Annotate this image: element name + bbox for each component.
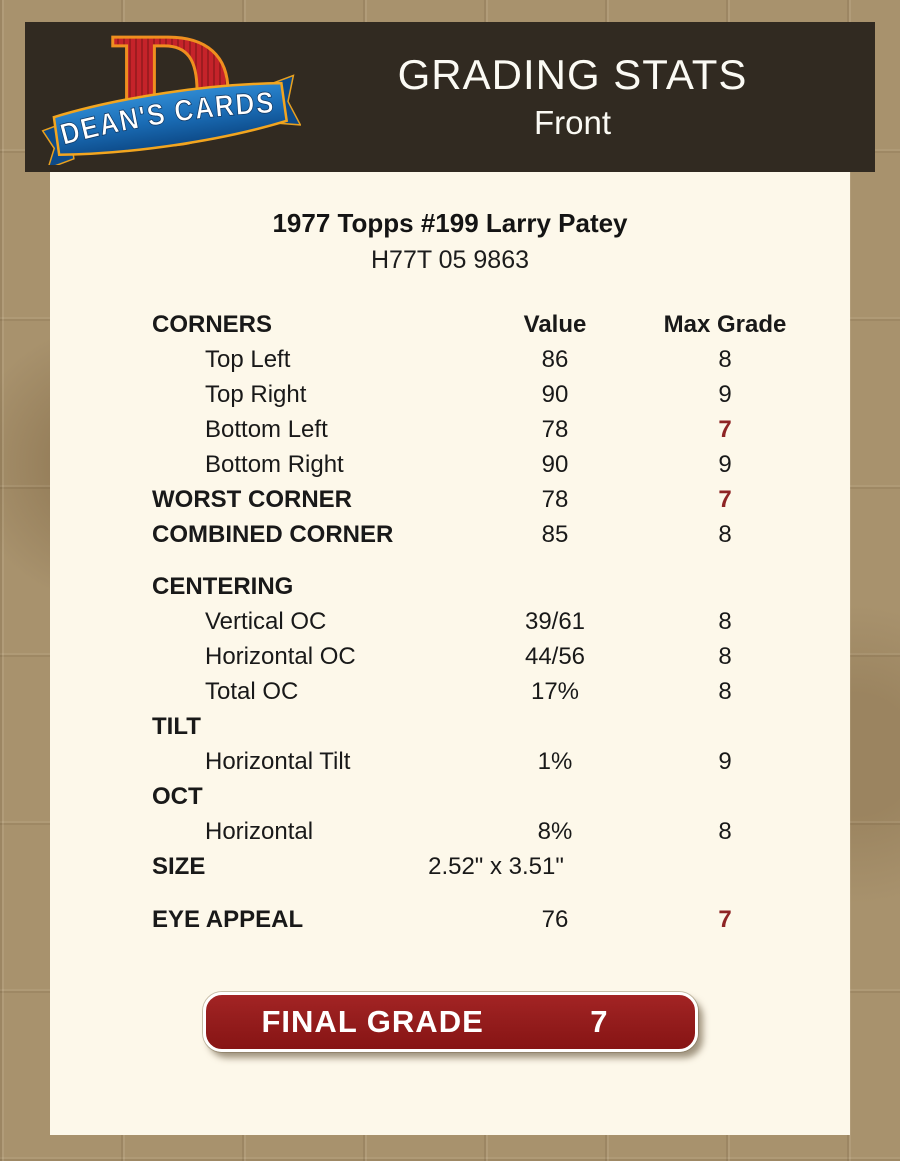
- final-grade-value: 7: [590, 1004, 609, 1039]
- table-row-bottom-right: Bottom Right 90 9: [152, 447, 820, 482]
- column-header-value: Value: [523, 311, 587, 338]
- row-value: 17%: [530, 678, 580, 705]
- table-row-horizontal-tilt: Horizontal Tilt 1% 9: [152, 744, 820, 779]
- table-section-gap: [152, 884, 820, 902]
- table-row-eye-appeal: EYE APPEAL 76 7: [152, 902, 820, 937]
- final-grade-label: FINAL GRADE: [261, 1004, 484, 1039]
- stats-table: CORNERS Value Max Grade Top Left 86 8 To…: [152, 307, 820, 937]
- final-grade-button[interactable]: FINAL GRADE 7: [202, 992, 698, 1052]
- table-row-total-oc: Total OC 17% 8: [152, 674, 820, 709]
- page-title: GRADING STATS: [397, 50, 748, 98]
- row-max-grade: [630, 709, 820, 744]
- row-label: Bottom Left: [205, 416, 328, 443]
- section-size-label: SIZE: [152, 853, 206, 880]
- row-value: 1%: [537, 748, 573, 775]
- row-max-grade: 8: [718, 608, 732, 635]
- table-row-horizontal-oc: Horizontal OC 44/56 8: [152, 639, 820, 674]
- table-row-combined-corner: COMBINED CORNER 85 8: [152, 517, 820, 552]
- table-header-row: CORNERS Value Max Grade: [152, 307, 820, 342]
- row-max-grade: 8: [718, 346, 732, 373]
- row-max-grade: 8: [718, 521, 732, 548]
- row-max-grade: 9: [718, 748, 732, 775]
- row-max-grade: 7: [718, 486, 732, 513]
- row-label: Bottom Right: [205, 451, 344, 478]
- row-value: 39/61: [524, 608, 586, 635]
- table-row-oct-horizontal: Horizontal 8% 8: [152, 814, 820, 849]
- row-max-grade: 9: [718, 451, 732, 478]
- row-label: Total OC: [205, 678, 299, 705]
- row-max-grade: 7: [718, 416, 732, 443]
- row-value: 90: [541, 381, 569, 408]
- table-row-size: SIZE 2.52" x 3.51": [152, 849, 820, 884]
- size-value: 2.52" x 3.51": [428, 853, 564, 880]
- header-titles: GRADING STATS Front: [315, 50, 875, 142]
- row-value: 78: [541, 416, 569, 443]
- page-subtitle: Front: [533, 104, 612, 142]
- row-max-grade: 8: [718, 818, 732, 845]
- row-value: [480, 779, 630, 814]
- row-value: 8%: [537, 818, 573, 845]
- table-row-oct-header: OCT: [152, 779, 820, 814]
- row-value: [480, 709, 630, 744]
- row-max-grade: [630, 569, 820, 604]
- header-bar: D DEAN'S CARDS GRADING STATS Front: [25, 22, 875, 172]
- row-max-grade: 9: [718, 381, 732, 408]
- deans-cards-logo: D DEAN'S CARDS: [25, 27, 315, 167]
- row-label: Horizontal OC: [205, 643, 356, 670]
- row-value: 86: [541, 346, 569, 373]
- section-oct-label: OCT: [152, 783, 203, 810]
- row-max-grade: [630, 779, 820, 814]
- table-row-top-right: Top Right 90 9: [152, 377, 820, 412]
- row-label: Top Right: [205, 381, 307, 408]
- table-row-vertical-oc: Vertical OC 39/61 8: [152, 604, 820, 639]
- section-centering-label: CENTERING: [152, 573, 294, 600]
- section-corners-label: CORNERS: [152, 311, 273, 338]
- row-value: [480, 569, 630, 604]
- card-title: 1977 Topps #199 Larry Patey: [272, 208, 628, 238]
- row-max-grade: 7: [718, 906, 732, 933]
- row-value: 85: [541, 521, 569, 548]
- row-label: Top Left: [205, 346, 291, 373]
- row-max-grade: 8: [718, 678, 732, 705]
- row-value: 44/56: [524, 643, 586, 670]
- row-max-grade: 8: [718, 643, 732, 670]
- row-label: WORST CORNER: [152, 486, 352, 513]
- column-header-max-grade: Max Grade: [663, 311, 787, 338]
- table-row-centering-header: CENTERING: [152, 569, 820, 604]
- row-label: Horizontal Tilt: [205, 748, 351, 775]
- table-row-tilt-header: TILT: [152, 709, 820, 744]
- row-label: Horizontal: [205, 818, 314, 845]
- row-label: Vertical OC: [205, 608, 327, 635]
- row-value: 76: [541, 906, 569, 933]
- logo-graphic: D DEAN'S CARDS: [41, 29, 301, 165]
- row-value: 90: [541, 451, 569, 478]
- row-label: COMBINED CORNER: [152, 521, 394, 548]
- table-section-gap: [152, 552, 820, 569]
- grading-panel: 1977 Topps #199 Larry Patey H77T 05 9863…: [50, 172, 850, 1135]
- row-label: EYE APPEAL: [152, 906, 304, 933]
- section-tilt-label: TILT: [152, 713, 201, 740]
- table-row-bottom-left: Bottom Left 78 7: [152, 412, 820, 447]
- row-value: 78: [541, 486, 569, 513]
- table-row-worst-corner: WORST CORNER 78 7: [152, 482, 820, 517]
- row-max-grade: [630, 849, 820, 884]
- card-serial-number: H77T 05 9863: [371, 246, 529, 274]
- table-row-top-left: Top Left 86 8: [152, 342, 820, 377]
